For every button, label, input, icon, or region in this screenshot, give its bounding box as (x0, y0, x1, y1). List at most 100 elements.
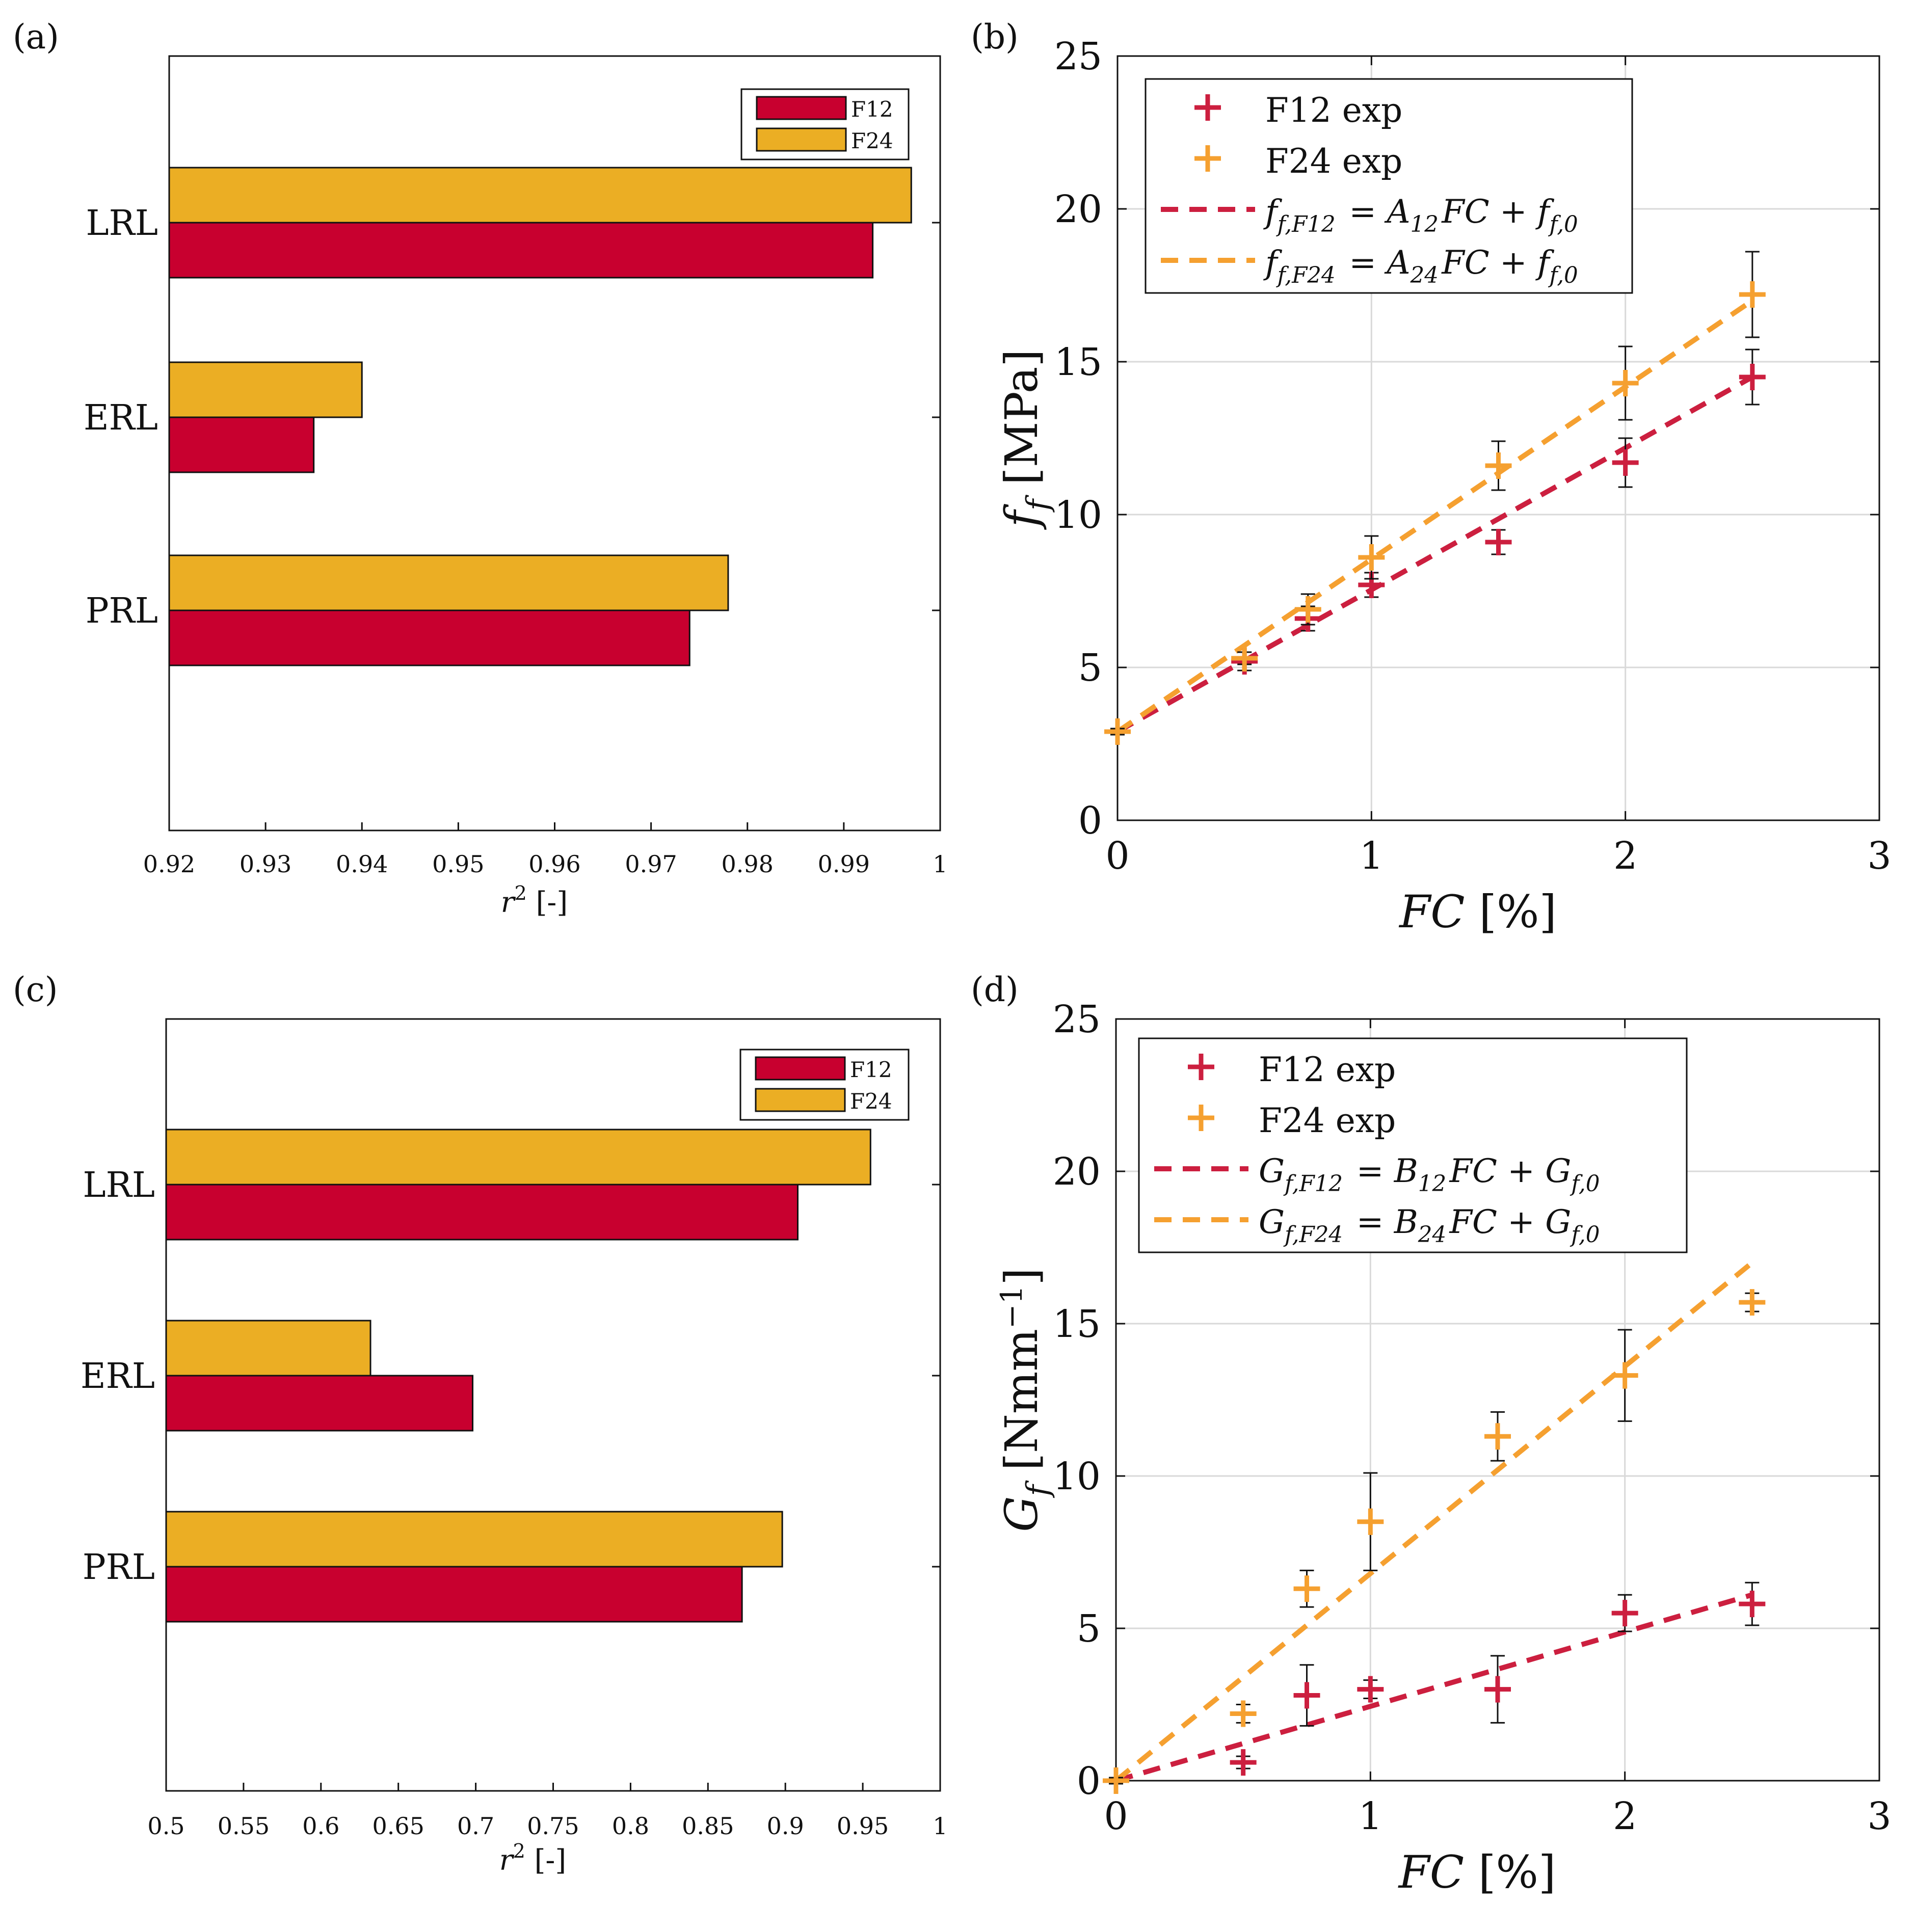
bar-f24-PRL (165, 1511, 783, 1568)
legend-label: ff,F12 = A12 FC + ff,0 (1263, 193, 1581, 237)
x-tick-label: 3 (1867, 834, 1891, 878)
x-tick-label: 0.7 (457, 1812, 494, 1840)
bar-f24-LRL (165, 1129, 871, 1186)
legend-swatch-f24 (755, 1088, 846, 1112)
bar-f12-LRL (165, 1184, 799, 1241)
y-tick-label: 25 (1054, 35, 1102, 78)
bar-f24-LRL (168, 167, 912, 224)
y-axis-label: ff [MPa] (995, 349, 1056, 530)
axes-box (1116, 55, 1880, 821)
x-tick-label: 0.65 (372, 1812, 424, 1840)
legend-label: ff,F24 = A24 FC + ff,0 (1263, 244, 1581, 288)
marker-f24 (1739, 1289, 1766, 1316)
category-label: LRL (83, 1165, 155, 1205)
y-tick-label: 5 (1078, 646, 1102, 690)
x-tick-label: 1 (933, 1812, 947, 1840)
x-tick-label: 2 (1613, 1794, 1637, 1838)
legend-box (1145, 78, 1633, 294)
panel-label: (c) (13, 970, 58, 1009)
marker-f24 (1104, 718, 1131, 745)
marker-f12 (1611, 1600, 1638, 1627)
x-tick-label: 0.75 (527, 1812, 579, 1840)
x-tick-label: 0.96 (528, 850, 580, 878)
y-tick-label: 20 (1053, 1150, 1101, 1194)
fit-line-f12 (1116, 374, 1754, 734)
marker-f24 (1294, 596, 1321, 623)
fit-line-f12 (1115, 1592, 1753, 1783)
marker-f12 (1612, 449, 1639, 476)
marker-f12 (1485, 529, 1512, 555)
marker-f24 (1611, 1362, 1638, 1389)
y-tick-label: 15 (1054, 340, 1102, 384)
bar-f12-PRL (168, 609, 690, 666)
legend-label: F24 exp (1259, 1101, 1396, 1140)
x-axis-label: r2 [-] (501, 882, 568, 919)
marker-f12 (1357, 1676, 1384, 1703)
legend-swatch-f12 (755, 1056, 846, 1081)
bar-f24-ERL (165, 1320, 371, 1377)
bar-f12-LRL (168, 222, 874, 279)
x-axis-label: FC [%] (1398, 1846, 1556, 1898)
legend-label: F12 exp (1265, 91, 1402, 130)
x-tick-label: 0 (1105, 834, 1129, 878)
y-tick-label: 10 (1053, 1455, 1101, 1498)
x-tick-label: 0.98 (722, 850, 774, 878)
marker-f12 (1739, 364, 1766, 390)
scatter-panel-1: (b) 0 1 2 3 0 5 10 15 20 25 FC [%] ff [MPa] F12 exp F2… (971, 17, 1892, 938)
legend-marker (1188, 1105, 1214, 1131)
bar-f24-PRL (168, 554, 729, 611)
legend-label: F12 exp (1259, 1050, 1396, 1089)
panel-label: (a) (13, 17, 59, 57)
y-tick-label: 15 (1053, 1302, 1101, 1346)
marker-f24 (1103, 1767, 1129, 1794)
x-tick-label: 0.55 (218, 1812, 270, 1840)
legend-label: Gf,F24 = B24 FC + Gf,0 (1259, 1203, 1603, 1248)
category-label: ERL (84, 398, 158, 438)
y-tick-label: 25 (1053, 998, 1101, 1041)
x-tick-label: 0 (1104, 1794, 1128, 1838)
marker-f24 (1612, 370, 1639, 396)
marker-f24 (1484, 1423, 1511, 1450)
x-tick-label: 0.99 (818, 850, 870, 878)
y-tick-label: 0 (1077, 1759, 1101, 1803)
legend-swatch-f12 (756, 96, 847, 120)
panel-label: (d) (971, 970, 1019, 1009)
y-axis-label: Gf [Nmm−1] (994, 1268, 1056, 1532)
x-tick-label: 0.94 (336, 850, 388, 878)
marker-f12 (1293, 1682, 1320, 1709)
x-tick-label: 3 (1867, 1794, 1891, 1838)
bar-f12-PRL (165, 1566, 743, 1623)
x-tick-label: 1 (933, 850, 947, 878)
legend-label-f12: F12 (850, 1057, 892, 1082)
x-tick-label: 0.5 (147, 1812, 184, 1840)
bar-panel-0: (a) LRL ERL PRL 0.92 0.93 0.94 0.95 0.96 0.97 0.98… (13, 17, 948, 919)
legend-label: Gf,F12 = B12 FC + Gf,0 (1259, 1152, 1603, 1197)
x-tick-label: 0.95 (837, 1812, 889, 1840)
legend-marker (1194, 94, 1221, 121)
marker-f12 (1739, 1591, 1766, 1618)
legend-label-f24: F24 (851, 128, 893, 153)
axes-box (1115, 1018, 1880, 1782)
legend-marker (1194, 145, 1221, 172)
x-axis-label: r2 [-] (499, 1840, 566, 1877)
y-tick-label: 5 (1077, 1607, 1101, 1651)
y-tick-label: 20 (1054, 187, 1102, 231)
marker-f24 (1230, 1700, 1257, 1727)
legend-label-f12: F12 (851, 97, 893, 122)
x-tick-label: 2 (1613, 834, 1637, 878)
marker-f24 (1358, 544, 1385, 571)
marker-f24 (1231, 645, 1258, 672)
x-tick-label: 0.6 (302, 1812, 339, 1840)
x-tick-label: 0.85 (682, 1812, 734, 1840)
category-label: PRL (83, 1547, 155, 1588)
marker-f24 (1485, 452, 1512, 479)
x-tick-label: 0.9 (767, 1812, 804, 1840)
marker-f24 (1293, 1575, 1320, 1602)
bar-panel-2: (c) LRL ERL PRL 0.5 0.55 0.6 0.65 0.7 0.75 0.8 0.85… (13, 970, 948, 1877)
legend-swatch-f24 (756, 127, 847, 152)
marker-f24 (1739, 281, 1766, 308)
bar-f12-ERL (165, 1375, 474, 1432)
scatter-panel-3: (d) 0 1 2 3 0 5 10 15 20 25 FC [%] Gf [Nmm−1] F12 exp… (971, 970, 1892, 1898)
x-tick-label: 0.93 (240, 850, 291, 878)
